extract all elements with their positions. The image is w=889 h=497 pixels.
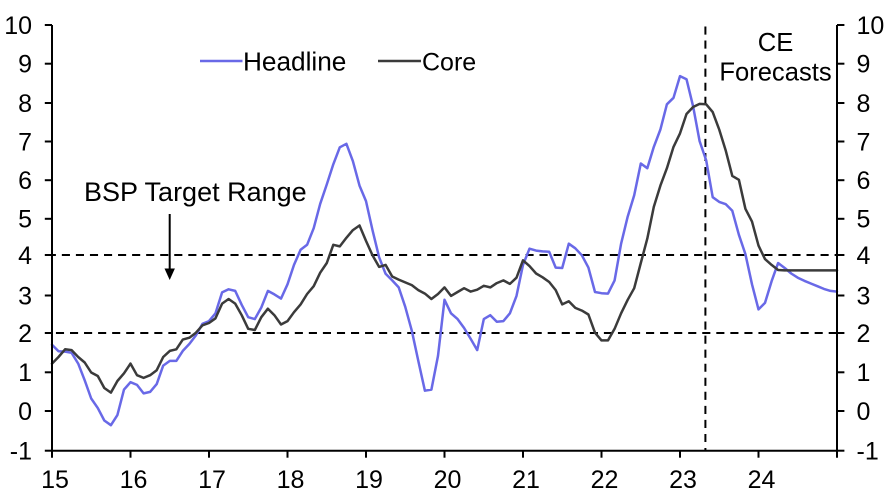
svg-text:8: 8	[18, 90, 32, 118]
svg-text:24: 24	[748, 466, 776, 494]
svg-text:5: 5	[18, 206, 32, 234]
svg-text:-1: -1	[10, 438, 32, 466]
svg-text:21: 21	[512, 466, 540, 494]
svg-text:-1: -1	[857, 438, 879, 466]
svg-text:10: 10	[4, 12, 32, 40]
svg-text:CE: CE	[758, 29, 794, 57]
svg-text:2: 2	[18, 320, 32, 348]
svg-text:4: 4	[18, 242, 32, 270]
svg-text:Core: Core	[422, 49, 476, 77]
svg-text:Forecasts: Forecasts	[719, 58, 831, 86]
svg-text:0: 0	[857, 398, 871, 426]
svg-text:5: 5	[857, 206, 871, 234]
svg-text:7: 7	[857, 128, 871, 156]
svg-text:3: 3	[857, 282, 871, 310]
svg-text:3: 3	[18, 282, 32, 310]
svg-text:Headline: Headline	[243, 47, 346, 77]
svg-text:20: 20	[434, 466, 462, 494]
svg-text:18: 18	[277, 466, 305, 494]
svg-text:1: 1	[18, 359, 32, 387]
svg-text:16: 16	[120, 466, 148, 494]
svg-text:8: 8	[857, 90, 871, 118]
svg-text:6: 6	[857, 167, 871, 195]
svg-text:9: 9	[18, 51, 32, 79]
svg-text:10: 10	[857, 12, 885, 40]
svg-text:15: 15	[41, 466, 69, 494]
svg-text:19: 19	[355, 466, 383, 494]
svg-text:22: 22	[591, 466, 619, 494]
svg-text:7: 7	[18, 128, 32, 156]
svg-text:2: 2	[857, 320, 871, 348]
svg-text:0: 0	[18, 398, 32, 426]
svg-text:23: 23	[669, 466, 697, 494]
svg-text:BSP Target Range: BSP Target Range	[84, 177, 307, 207]
svg-text:9: 9	[857, 51, 871, 79]
svg-text:17: 17	[198, 466, 226, 494]
svg-text:1: 1	[857, 359, 871, 387]
svg-text:4: 4	[857, 242, 871, 270]
svg-text:6: 6	[18, 167, 32, 195]
